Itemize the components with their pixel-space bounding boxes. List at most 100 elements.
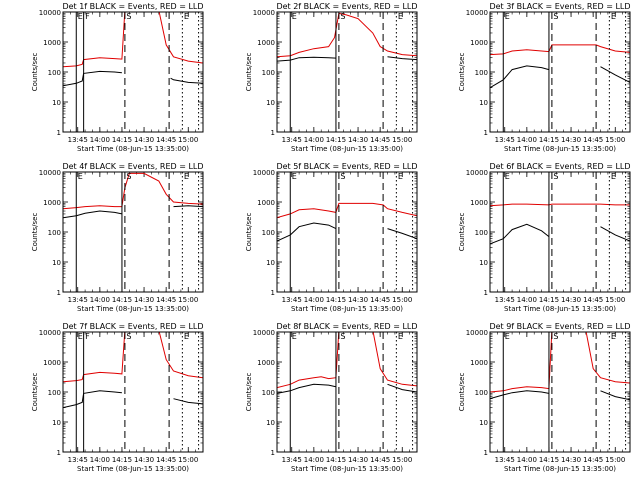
marker-label: E	[184, 172, 189, 181]
marker-label: E	[398, 332, 403, 341]
marker-label: E	[78, 172, 83, 181]
y-tick-label: 10000	[253, 329, 275, 337]
marker-label: E	[184, 12, 189, 21]
detector-panel-2: Det 2f BLACK = Events, RED = LLD Counts/s…	[245, 2, 418, 153]
y-tick-label: 1	[57, 449, 61, 457]
marker-label: S	[126, 332, 131, 341]
plot-frame	[276, 171, 418, 293]
y-tick-label: 10000	[466, 9, 488, 17]
x-tick-label: 14:45	[583, 456, 603, 464]
panel-title: Det 5f BLACK = Events, RED = LLD	[276, 162, 417, 171]
marker-label: E	[505, 172, 510, 181]
y-tick-label: 1	[484, 129, 488, 137]
y-axis-label: Counts/sec	[245, 213, 253, 252]
panel-title: Det 7f BLACK = Events, RED = LLD	[62, 322, 203, 331]
series-line-lld	[63, 12, 203, 68]
series-line-lld	[277, 202, 417, 219]
y-tick-label: 10	[266, 99, 275, 107]
y-tick-label: 1000	[43, 359, 61, 367]
y-axis-label: Counts/sec	[458, 373, 466, 412]
panel-title: Det 1f BLACK = Events, RED = LLD	[62, 2, 203, 11]
y-tick-label: 1000	[43, 199, 61, 207]
x-tick-label: 14:45	[370, 456, 390, 464]
y-tick-label: 10	[266, 259, 275, 267]
y-tick-label: 10000	[39, 329, 61, 337]
marker-label: E	[292, 332, 297, 341]
x-tick-label: 14:15	[326, 296, 346, 304]
x-tick-label: 15:00	[605, 296, 625, 304]
y-tick-label: 1000	[470, 199, 488, 207]
x-tick-label: 13:45	[495, 456, 515, 464]
y-tick-label: 100	[475, 229, 488, 237]
marker-label: E	[398, 12, 403, 21]
plot-area	[63, 172, 203, 219]
x-tick-label: 14:45	[583, 136, 603, 144]
marker-label: F	[85, 12, 90, 21]
x-tick-label: 14:15	[539, 136, 559, 144]
series-line-lld	[277, 12, 417, 58]
marker-label: E	[611, 172, 616, 181]
marker-label: E	[78, 12, 83, 21]
panel-title: Det 8f BLACK = Events, RED = LLD	[276, 322, 417, 331]
y-tick-label: 100	[48, 389, 61, 397]
detector-panel-9: Det 9f BLACK = Events, RED = LLD Counts/s…	[458, 322, 631, 473]
x-axis-label: Start Time (08-Jun-15 13:35:00)	[504, 305, 616, 313]
y-tick-label: 10000	[253, 169, 275, 177]
panel-title: Det 3f BLACK = Events, RED = LLD	[489, 2, 630, 11]
x-axis-label: Start Time (08-Jun-15 13:35:00)	[504, 465, 616, 473]
x-tick-label: 14:45	[583, 296, 603, 304]
y-tick-label: 10	[266, 419, 275, 427]
x-tick-label: 14:30	[134, 136, 154, 144]
x-tick-label: 14:30	[561, 456, 581, 464]
panel-title: Det 2f BLACK = Events, RED = LLD	[276, 2, 417, 11]
y-tick-label: 1000	[43, 39, 61, 47]
plot-area	[490, 332, 630, 401]
series-line-events	[490, 223, 630, 245]
x-tick-label: 14:30	[348, 456, 368, 464]
y-tick-label: 10	[52, 419, 61, 427]
x-tick-label: 14:45	[156, 296, 176, 304]
detector-panel-6: Det 6f BLACK = Events, RED = LLD Counts/s…	[458, 162, 631, 313]
detector-panel-1: Det 1f BLACK = Events, RED = LLD Counts/s…	[31, 2, 204, 153]
marker-label: E	[505, 12, 510, 21]
x-tick-label: 13:45	[68, 296, 88, 304]
y-tick-label: 100	[262, 69, 275, 77]
y-tick-label: 1000	[257, 359, 275, 367]
y-tick-label: 1	[57, 289, 61, 297]
y-tick-label: 1	[271, 449, 275, 457]
marker-label: E	[398, 172, 403, 181]
series-line-events	[277, 56, 417, 62]
y-axis-label: Counts/sec	[31, 53, 39, 92]
y-axis-label: Counts/sec	[458, 53, 466, 92]
plot-frame	[62, 331, 204, 453]
x-tick-label: 14:15	[326, 456, 346, 464]
y-tick-label: 1	[271, 129, 275, 137]
y-tick-label: 10	[52, 99, 61, 107]
plot-frame	[489, 171, 631, 293]
x-tick-label: 14:00	[517, 296, 537, 304]
marker-label: S	[340, 172, 345, 181]
x-tick-label: 15:00	[605, 136, 625, 144]
y-tick-label: 10000	[466, 169, 488, 177]
x-tick-label: 14:00	[304, 296, 324, 304]
y-tick-label: 1	[271, 289, 275, 297]
x-tick-label: 14:15	[112, 296, 132, 304]
y-tick-label: 1000	[257, 199, 275, 207]
x-axis-label: Start Time (08-Jun-15 13:35:00)	[77, 305, 189, 313]
x-tick-label: 14:45	[370, 296, 390, 304]
y-tick-label: 100	[475, 389, 488, 397]
y-axis-label: Counts/sec	[245, 53, 253, 92]
x-tick-label: 13:45	[282, 456, 302, 464]
y-tick-label: 10	[479, 99, 488, 107]
x-axis-label: Start Time (08-Jun-15 13:35:00)	[77, 465, 189, 473]
y-tick-label: 100	[262, 389, 275, 397]
y-tick-label: 10	[52, 259, 61, 267]
plot-frame	[489, 11, 631, 133]
marker-label: S	[340, 332, 345, 341]
x-tick-label: 14:30	[348, 296, 368, 304]
y-tick-label: 1000	[257, 39, 275, 47]
x-tick-label: 13:45	[68, 456, 88, 464]
series-line-events	[277, 383, 417, 394]
marker-label: S	[126, 172, 131, 181]
x-tick-label: 15:00	[392, 456, 412, 464]
